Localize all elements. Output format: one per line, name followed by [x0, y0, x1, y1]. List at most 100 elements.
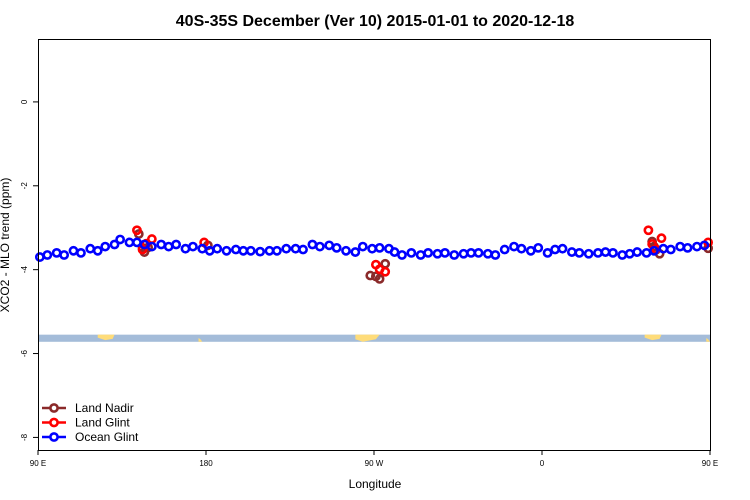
data-point: [132, 225, 142, 236]
legend-label: Land Glint: [75, 416, 130, 430]
legend-label: Ocean Glint: [75, 430, 139, 444]
data-point: [432, 248, 443, 259]
data-point: [180, 243, 191, 254]
data-point: [51, 247, 62, 258]
x-tick-label: 0: [540, 459, 545, 468]
data-point: [389, 247, 400, 257]
data-point: [204, 245, 215, 256]
data-point: [324, 240, 335, 251]
land-patch: [97, 334, 115, 341]
legend-item: Land Glint: [42, 416, 130, 430]
data-point: [423, 247, 434, 258]
data-point: [658, 243, 669, 254]
data-point: [156, 239, 167, 250]
series-layer: [34, 225, 714, 284]
data-point: [490, 250, 501, 260]
data-point: [85, 243, 96, 254]
y-axis: 0 -2 -4 -6 -8: [20, 99, 38, 441]
y-tick-label: 0: [20, 99, 29, 104]
x-tick-label: 90 E: [30, 459, 46, 468]
data-point: [617, 250, 628, 260]
data-point: [525, 245, 536, 256]
x-tick-label: 90 W: [365, 459, 384, 468]
y-tick-label: -4: [20, 266, 29, 274]
data-point: [624, 248, 635, 259]
x-tick-label: 180: [199, 459, 213, 468]
x-axis: 90 E 180 90 W 0 90 E: [30, 450, 718, 468]
data-point: [92, 245, 103, 256]
data-point: [76, 247, 86, 258]
data-point: [380, 266, 391, 277]
data-point: [608, 247, 618, 258]
data-point: [557, 243, 568, 254]
data-point: [281, 243, 292, 254]
data-point: [132, 237, 142, 248]
land-patch: [355, 334, 380, 342]
data-point: [656, 233, 667, 244]
data-point: [42, 250, 53, 260]
land-patch: [644, 334, 662, 341]
data-point: [600, 247, 611, 257]
data-point: [124, 237, 135, 248]
data-point: [146, 234, 157, 244]
data-point: [533, 242, 544, 253]
legend-item: Land Nadir: [42, 401, 134, 415]
data-point: [641, 247, 652, 258]
x-tick-label: 90 E: [702, 459, 718, 468]
data-point: [367, 243, 378, 254]
data-point: [458, 248, 469, 259]
data-point: [649, 245, 659, 256]
data-point: [272, 245, 282, 256]
data-point: [212, 243, 223, 254]
data-point: [238, 245, 249, 256]
data-point: [482, 248, 493, 259]
data-point: [675, 241, 686, 252]
data-point: [406, 247, 417, 258]
y-tick-label: -6: [20, 349, 29, 357]
legend-marker: [49, 432, 59, 442]
data-point: [34, 252, 45, 262]
data-point: [341, 245, 351, 256]
y-axis-label: XCO2 - MLO trend (ppm): [0, 178, 12, 313]
legend-marker: [49, 417, 59, 428]
data-point: [473, 247, 484, 258]
data-point: [230, 244, 241, 255]
y-tick-label: -8: [20, 433, 29, 441]
data-point: [331, 242, 342, 253]
data-point: [307, 239, 318, 250]
data-point: [542, 247, 553, 258]
data-point: [699, 240, 710, 251]
data-point: [68, 245, 79, 256]
x-axis-label: Longitude: [349, 477, 402, 491]
data-point: [171, 239, 182, 250]
data-point: [593, 247, 603, 258]
data-point: [357, 241, 368, 252]
legend-item: Ocean Glint: [42, 430, 139, 444]
data-point: [350, 247, 361, 257]
data-point: [566, 247, 577, 257]
land-patch: [706, 338, 710, 342]
data-point: [298, 244, 308, 255]
data-point: [146, 241, 157, 252]
data-point: [197, 243, 208, 254]
data-point: [59, 250, 70, 260]
data-point: [415, 250, 426, 260]
legend-label: Land Nadir: [75, 401, 134, 415]
data-point: [188, 241, 198, 252]
data-point: [397, 250, 407, 260]
data-point: [516, 243, 527, 254]
data-point: [221, 245, 232, 256]
land-ocean-band: [38, 334, 710, 342]
data-point: [643, 225, 654, 236]
chart-title: 40S-35S December (Ver 10) 2015-01-01 to …: [176, 13, 575, 30]
data-point: [440, 247, 450, 258]
data-point: [255, 246, 266, 257]
data-point: [550, 244, 560, 255]
data-point: [365, 270, 376, 281]
data-point: [583, 248, 594, 259]
data-point: [574, 247, 585, 258]
data-point: [509, 241, 519, 252]
data-point: [374, 273, 385, 284]
